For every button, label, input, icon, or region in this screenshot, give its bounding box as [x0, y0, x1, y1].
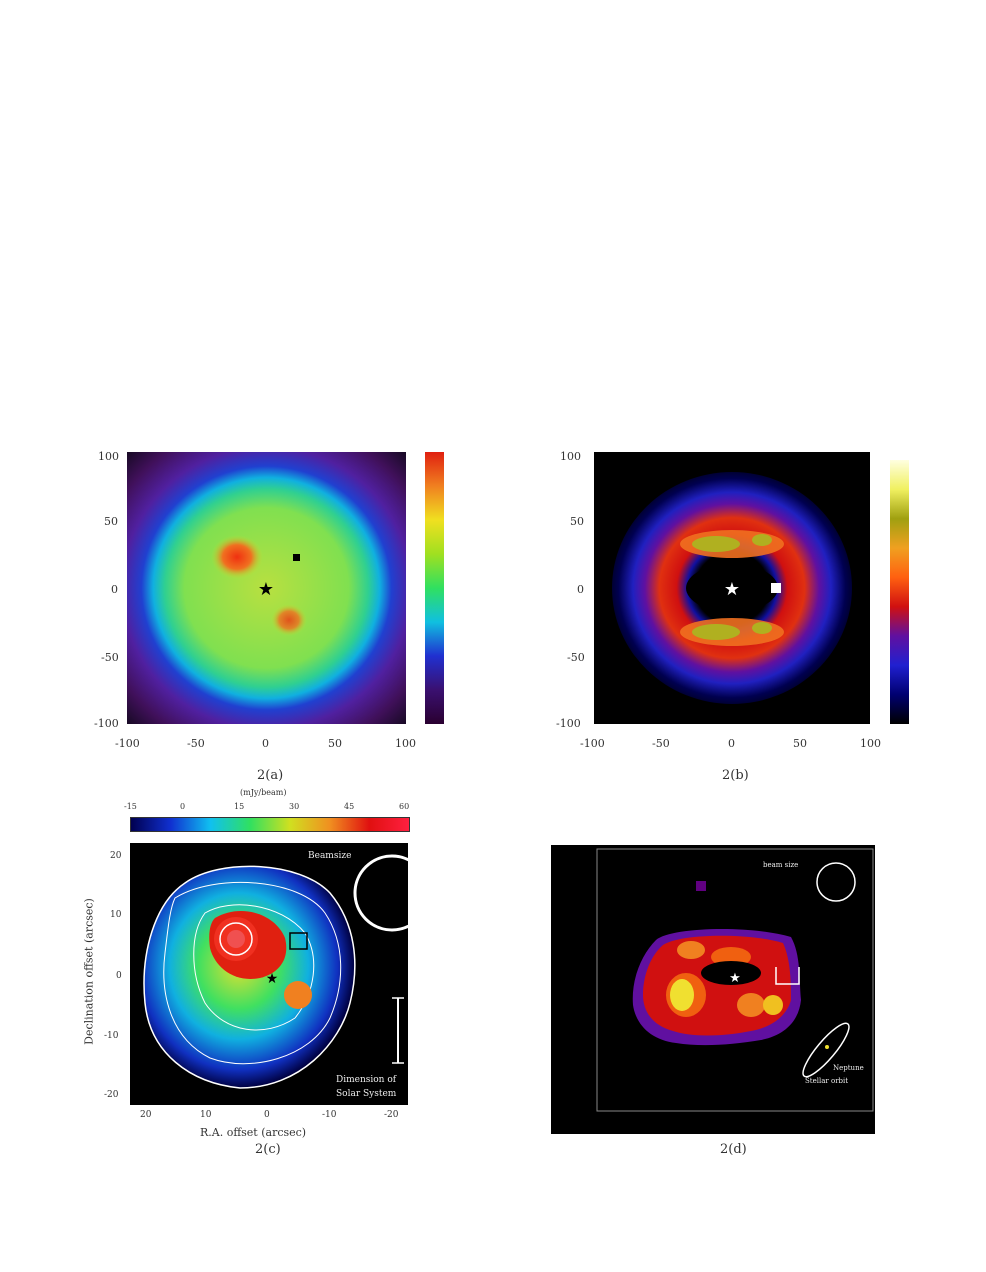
panel-2c-scale-label-1: Dimension of — [336, 1075, 397, 1085]
panel-2b-xtick: -100 — [580, 737, 605, 750]
panel-2a-ytick: -100 — [94, 717, 119, 730]
panel-2d-square-marker — [775, 967, 800, 985]
panel-2b-xtick: -50 — [652, 737, 670, 750]
panel-2c-ytick: 20 — [110, 851, 122, 861]
panel-2a-ytick: -50 — [101, 651, 119, 664]
panel-2c-image: ★ Beamsize Dimension of Solar System — [130, 843, 408, 1105]
panel-2d-orbit-label-1: Neptune — [833, 1064, 864, 1072]
panel-2c-beam-label: Beamsize — [308, 851, 352, 861]
panel-2c-scale-label-2: Solar System — [336, 1089, 397, 1099]
panel-2a-ytick: 100 — [98, 450, 119, 463]
panel-2c-colorbar — [130, 817, 410, 832]
panel-2c-cbar-tick: 45 — [344, 802, 355, 811]
panel-2d-central-hole — [701, 961, 761, 985]
panel-2b-ytick: 0 — [577, 583, 584, 596]
panel-2c-hotspot-2 — [284, 981, 312, 1009]
panel-2c-xtick: -20 — [384, 1110, 399, 1120]
panel-2d-beam-label: beam size — [763, 861, 799, 869]
panel-2c-colorbar-title: (mJy/beam) — [240, 788, 287, 797]
panel-2b-ytick: -50 — [567, 651, 585, 664]
panel-2b-xtick: 50 — [793, 737, 807, 750]
panel-2c-xtick: 20 — [140, 1110, 152, 1120]
panel-2c-beam-circle — [353, 854, 408, 932]
panel-2a-xtick: 50 — [328, 737, 342, 750]
panel-2a-ytick: 0 — [111, 583, 118, 596]
panel-2b-lobe-bottom — [692, 624, 740, 640]
panel-2c-xtick: -10 — [322, 1110, 337, 1120]
panel-2a-star-marker: ★ — [258, 579, 274, 600]
panel-2a-hotspot-2 — [271, 604, 307, 636]
panel-2c-xlabel: R.A. offset (arcsec) — [200, 1126, 307, 1139]
panel-2b-square-marker — [771, 583, 781, 593]
panel-2c-ytick: 0 — [116, 971, 122, 981]
panel-2b-colorbar — [890, 460, 909, 724]
panel-2c-cbar-tick: 15 — [234, 802, 245, 811]
panel-2c-cbar-tick: 0 — [180, 802, 186, 811]
panel-2a-ytick: 50 — [104, 515, 118, 528]
panel-2b-caption: 2(b) — [722, 768, 749, 783]
panel-2d-orbit-label-2: Stellar orbit — [805, 1077, 849, 1085]
panel-2a-caption: 2(a) — [257, 768, 284, 783]
panel-2c-caption: 2(c) — [255, 1142, 281, 1157]
panel-2a-square-marker — [293, 554, 300, 561]
panel-2a-colorbar — [425, 452, 444, 724]
panel-2a-xtick: 100 — [395, 737, 416, 750]
panel-2b-image: ★ — [594, 452, 870, 724]
panel-2b-lobe-top — [692, 536, 740, 552]
panel-2b-ytick: -100 — [556, 717, 581, 730]
panel-2d-beam-circle — [816, 862, 856, 902]
panel-2b-ytick: 50 — [570, 515, 584, 528]
panel-2c-ytick: 10 — [110, 910, 122, 920]
panel-2c-xtick: 10 — [200, 1110, 212, 1120]
panel-2c-cbar-tick: -15 — [124, 802, 137, 811]
panel-2c-ytick: -20 — [104, 1090, 119, 1100]
panel-2b-xtick: 100 — [860, 737, 881, 750]
panel-2a-hotspot-1 — [211, 535, 263, 579]
panel-2c-cbar-tick: 60 — [399, 802, 410, 811]
panel-2a-xtick: 0 — [262, 737, 269, 750]
panel-2c-ytick: -10 — [104, 1031, 119, 1041]
panel-2b-star-marker: ★ — [724, 579, 740, 600]
panel-2d-image: ★ beam size Neptune Stellar orbit — [551, 845, 875, 1134]
panel-2b-ytick: 100 — [560, 450, 581, 463]
panel-2a-image: ★ — [127, 452, 406, 724]
panel-2b-xtick: 0 — [728, 737, 735, 750]
panel-2c-xtick: 0 — [264, 1110, 270, 1120]
panel-2c-cbar-tick: 30 — [289, 802, 300, 811]
panel-2c-square-marker — [289, 932, 308, 950]
panel-2d-orbit-ellipse — [802, 1022, 850, 1078]
panel-2d-caption: 2(d) — [720, 1142, 747, 1157]
panel-2d-star-marker: ★ — [729, 971, 741, 986]
panel-2c-ylabel: Declination offset (arcsec) — [82, 898, 96, 1045]
panel-2c-star-marker: ★ — [266, 971, 279, 987]
panel-2a-xtick: -50 — [187, 737, 205, 750]
panel-2a-xtick: -100 — [115, 737, 140, 750]
